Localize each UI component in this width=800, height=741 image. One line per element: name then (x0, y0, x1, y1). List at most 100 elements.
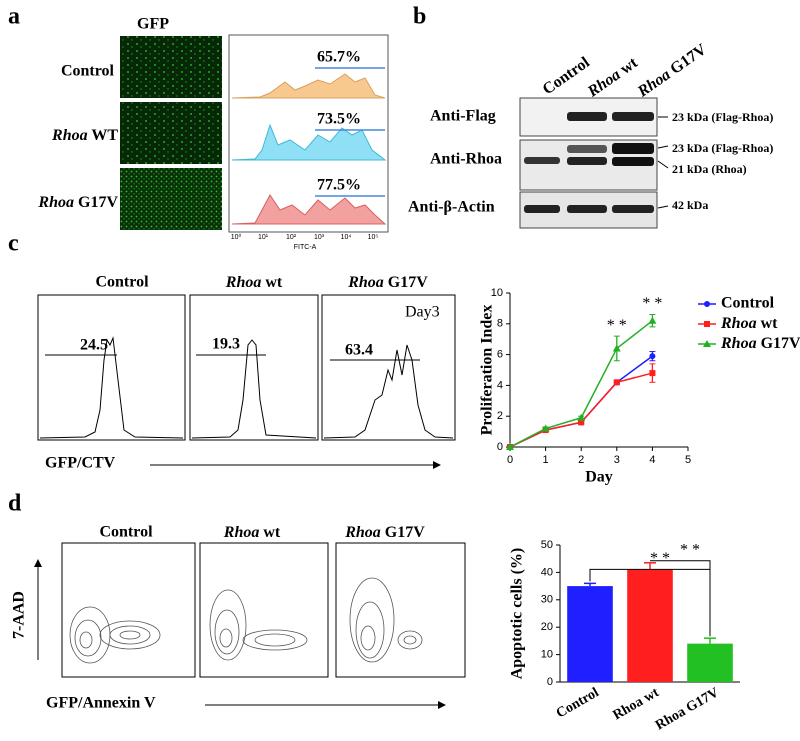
y-tick-label: 40 (541, 566, 553, 578)
y-axis-label: Proliferation Index (479, 305, 496, 436)
histogram (39, 336, 184, 439)
x-tick-label: 10⁰ (231, 233, 242, 241)
x-tick-label: 2 (578, 454, 584, 466)
contours (69, 577, 423, 664)
band (567, 205, 607, 213)
lane-label: Control (540, 54, 594, 99)
plot-title: Rhoa wt (225, 274, 283, 291)
histogram (191, 339, 317, 439)
gate-label: 77.5% (317, 177, 361, 194)
legend-marker (704, 301, 710, 307)
significance: * * (607, 317, 627, 334)
flow-frame (37, 294, 186, 441)
legend-label: Control (721, 295, 775, 312)
x-tick-label: Rhoa G17V (653, 685, 721, 733)
x-tick-label: 3 (614, 454, 620, 466)
legend-label: Rhoa G17V (720, 335, 800, 352)
x-axis-label: FITC-A (294, 244, 317, 251)
plot-title: Rhoa wt (223, 524, 281, 541)
y-tick-label: 0 (547, 676, 553, 688)
marker (506, 443, 514, 450)
x-tick-label: 0 (507, 454, 513, 466)
series-line (509, 320, 653, 448)
y-tick-label: 50 (541, 539, 553, 551)
significance: * * (680, 541, 700, 558)
timepoint-label: Day3 (405, 304, 440, 321)
x-axis-label: GFP/CTV (45, 455, 116, 472)
series-line (509, 355, 653, 448)
flow-frame (189, 294, 319, 441)
x-tick-label: Control (554, 685, 602, 721)
significance: * * (650, 550, 670, 567)
row-label: Control (61, 63, 115, 80)
panel-letter: a (8, 4, 20, 30)
micrograph (120, 36, 222, 98)
x-tick-label: Rhoa wt (611, 685, 662, 723)
micrograph (120, 168, 222, 230)
contour-frame (61, 542, 196, 678)
blot-label: Anti-β-Actin (408, 199, 495, 216)
micrograph (120, 102, 222, 164)
plot-title: Rhoa G17V (344, 524, 425, 541)
y-tick-label: 2 (497, 410, 503, 422)
size-label: 23 kDa (Flag-Rhoa) (672, 110, 773, 124)
band (524, 157, 560, 164)
x-axis-label: Day (585, 469, 613, 486)
x-tick-label: 10² (286, 234, 297, 241)
marker (648, 316, 657, 324)
blot-label: Anti-Rhoa (430, 151, 502, 168)
panel-letter: c (8, 231, 19, 257)
significance: * * (642, 295, 662, 312)
marker (577, 413, 586, 421)
gate-label: 63.4 (345, 342, 373, 359)
x-tick-label: 10³ (314, 234, 325, 241)
legend-marker (704, 321, 710, 327)
x-axis-label: GFP/Annexin V (46, 695, 156, 712)
y-axis-label: 7-AAD (11, 591, 28, 639)
x-tick-label: 4 (649, 454, 655, 466)
y-tick-label: 10 (491, 287, 503, 299)
contour-frame (199, 542, 329, 678)
gate-label: 65.7% (317, 49, 361, 66)
size-label: 42 kDa (672, 198, 708, 212)
flow-frame (321, 294, 456, 441)
x-tick-label: 10¹ (258, 234, 269, 241)
x-tick-label: 10⁵ (368, 234, 379, 241)
marker (541, 424, 550, 432)
gate-label: 24.5 (80, 337, 108, 354)
plot-title: Rhoa G17V (347, 274, 428, 291)
image-header: GFP (137, 16, 169, 33)
marker (612, 344, 621, 352)
y-tick-label: 10 (541, 649, 553, 661)
legend-label: Rhoa wt (720, 315, 778, 332)
y-tick-label: 8 (497, 318, 503, 330)
size-tick (657, 160, 669, 169)
plot-title: Control (99, 524, 153, 541)
y-tick-label: 20 (541, 621, 553, 633)
x-tick-label: 1 (543, 454, 549, 466)
x-tick-label: 5 (685, 454, 691, 466)
marker (613, 379, 620, 386)
y-tick-label: 0 (497, 441, 503, 453)
histogram (323, 344, 454, 439)
panel-letter: b (413, 4, 426, 30)
y-tick-label: 30 (541, 594, 553, 606)
size-tick (657, 205, 669, 209)
row-label: Rhoa WT (51, 127, 118, 144)
band (524, 205, 560, 213)
legend-marker (703, 340, 711, 347)
significance-bracket (650, 560, 711, 637)
y-tick-label: 6 (497, 349, 503, 361)
histogram (231, 123, 387, 161)
gate-label: 73.5% (317, 111, 361, 128)
band (567, 112, 607, 121)
bar (567, 586, 613, 682)
lane-label: Rhoa wt (584, 54, 641, 101)
gate-label: 19.3 (212, 336, 240, 353)
size-label: 21 kDa (Rhoa) (672, 162, 747, 176)
marker (578, 419, 585, 426)
contour-frame (335, 542, 466, 678)
row-label: Rhoa G17V (37, 194, 118, 211)
y-tick-label: 4 (497, 379, 503, 391)
